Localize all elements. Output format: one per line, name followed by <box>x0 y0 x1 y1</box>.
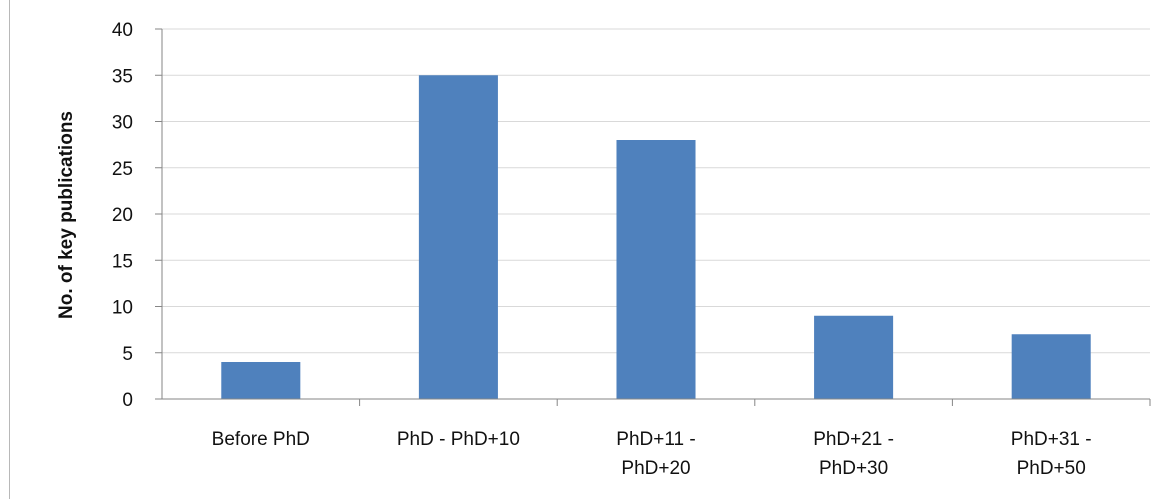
gridlines <box>162 28 1150 354</box>
y-axis-label: No. of key publications <box>56 111 77 319</box>
x-category-label: PhD+31 - <box>1011 429 1092 450</box>
bar <box>814 315 894 399</box>
y-tick-label: 30 <box>112 113 133 134</box>
y-tick-label: 35 <box>112 66 133 87</box>
x-category-label: PhD+20 <box>621 458 690 479</box>
y-tick-label: 25 <box>112 159 133 180</box>
x-category-label: Before PhD <box>212 429 310 450</box>
x-category-label: PhD+30 <box>819 458 888 479</box>
axes <box>155 28 1151 406</box>
y-tick-label: 15 <box>112 251 133 272</box>
bar <box>221 362 301 399</box>
x-category-label: PhD+50 <box>1017 458 1086 479</box>
bars <box>221 75 1091 399</box>
y-tick-labels: 0 5 10 15 20 25 30 35 40 <box>112 20 133 411</box>
bar <box>616 140 696 399</box>
x-category-labels: Before PhD PhD - PhD+10 PhD+11 - PhD+20 PhD+… <box>212 429 1092 479</box>
bar <box>418 75 498 399</box>
y-tick-label: 40 <box>112 20 133 41</box>
y-tick-label: 5 <box>122 344 133 365</box>
frame-left-border <box>9 0 10 499</box>
x-category-label: PhD - PhD+10 <box>397 429 520 450</box>
y-tick-label: 0 <box>122 390 133 411</box>
bar <box>1011 334 1091 399</box>
x-category-label: PhD+21 - <box>813 429 894 450</box>
y-tick-label: 20 <box>112 205 133 226</box>
y-tick-label: 10 <box>112 298 133 319</box>
x-category-label: PhD+11 - <box>616 429 695 450</box>
